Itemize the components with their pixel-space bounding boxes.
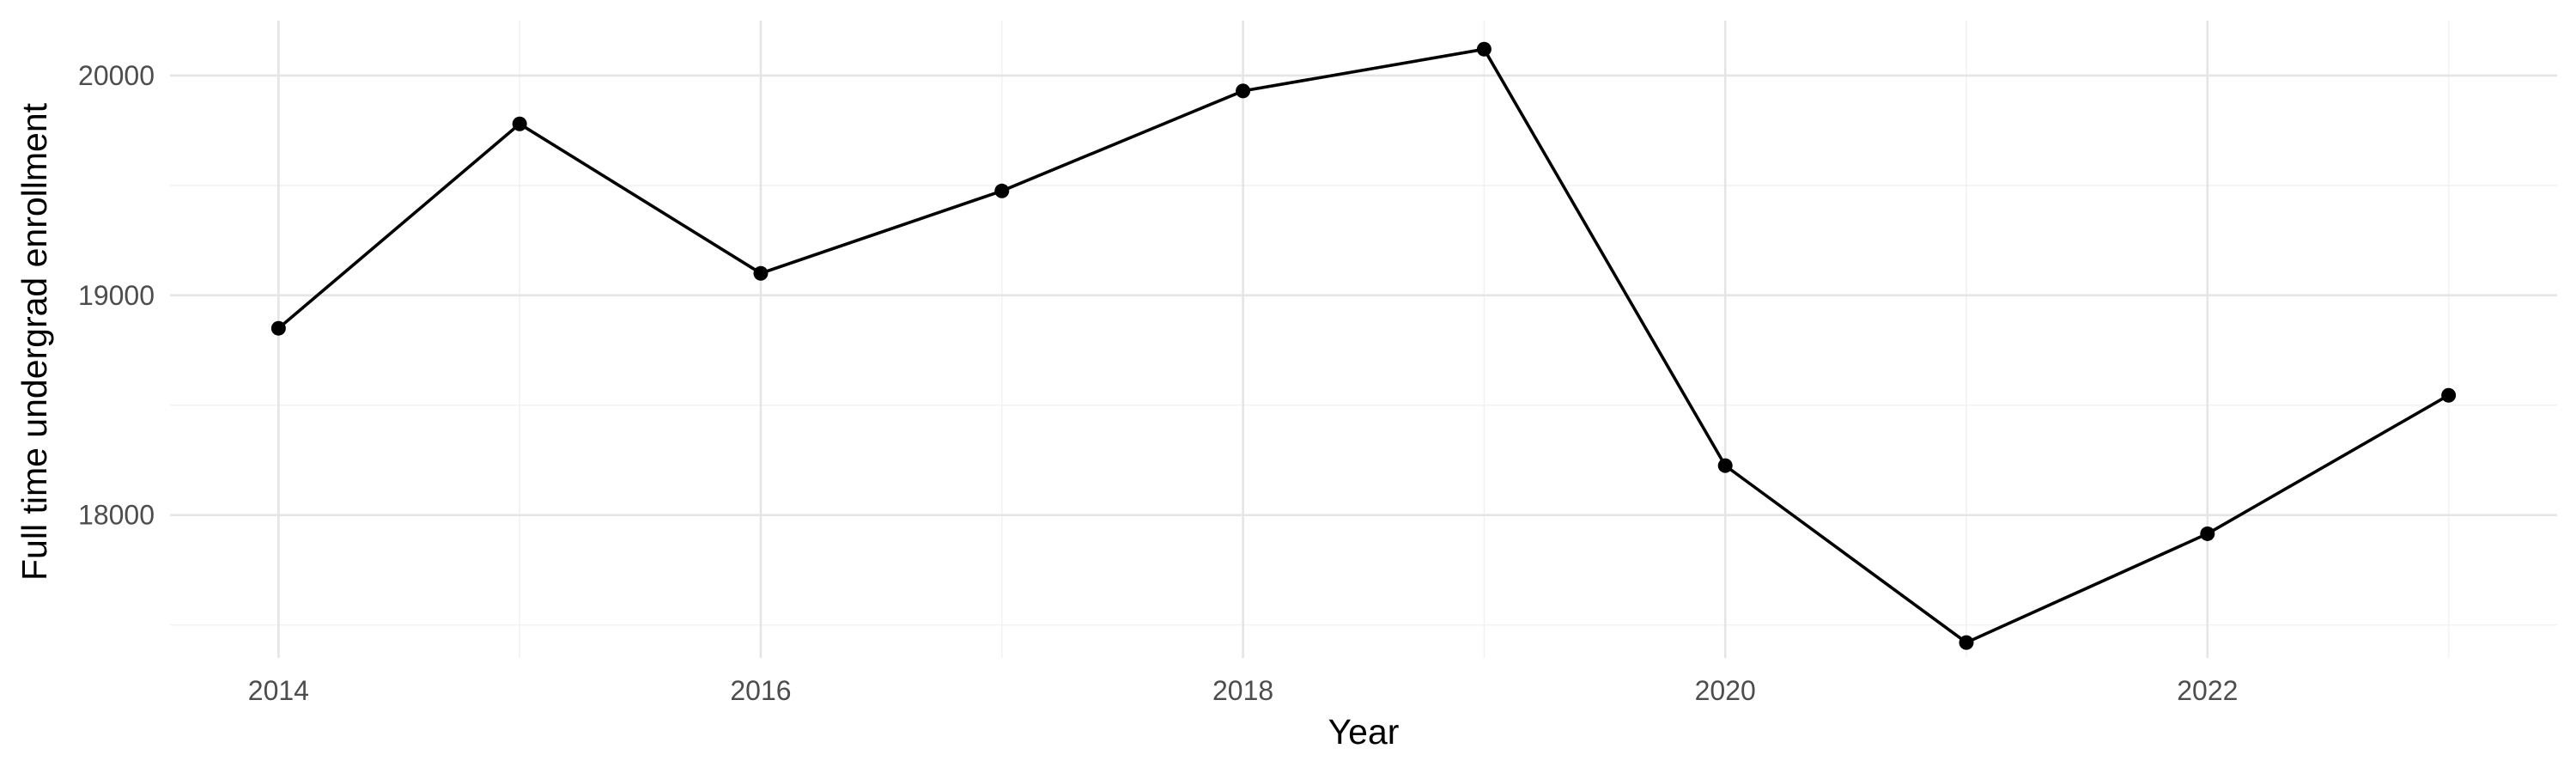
data-point — [1476, 41, 1492, 57]
x-axis-title: Year — [1328, 712, 1400, 752]
data-point — [1959, 635, 1974, 650]
x-tick-label: 2022 — [2177, 675, 2238, 706]
y-tick-labels: 18000 19000 20000 — [78, 60, 155, 531]
data-point — [1236, 83, 1251, 99]
data-point — [1717, 458, 1733, 473]
x-tick-label: 2020 — [1695, 675, 1756, 706]
y-axis-title: Full time undergrad enrollment — [15, 102, 54, 581]
data-point — [2200, 526, 2215, 541]
data-point — [2441, 387, 2457, 403]
points-layer — [270, 41, 2457, 650]
data-point — [753, 265, 769, 281]
grid — [170, 21, 2557, 658]
x-tick-labels: 2014 2016 2018 2020 2022 — [248, 675, 2239, 706]
y-tick-label: 20000 — [78, 60, 155, 91]
y-tick-label: 19000 — [78, 280, 155, 311]
x-tick-label: 2018 — [1212, 675, 1273, 706]
data-point — [270, 320, 286, 336]
data-point — [994, 183, 1010, 198]
series-line — [276, 47, 2451, 644]
y-tick-label: 18000 — [78, 500, 155, 531]
series-layer — [276, 47, 2451, 644]
x-tick-label: 2014 — [248, 675, 309, 706]
data-point — [512, 116, 527, 131]
x-tick-label: 2016 — [730, 675, 791, 706]
